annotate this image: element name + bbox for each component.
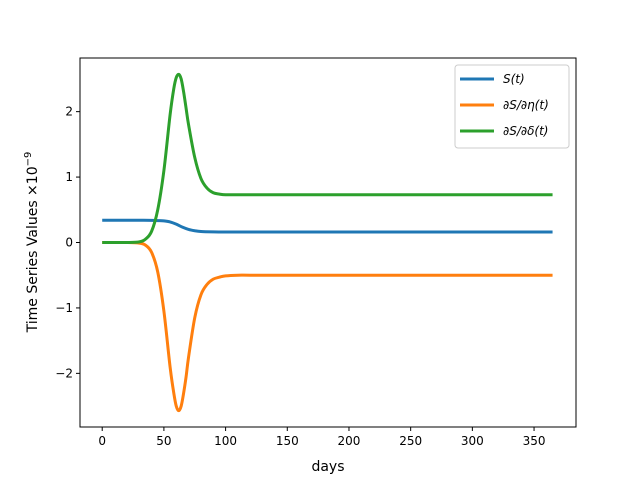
x-tick-label: 200 — [338, 434, 361, 448]
legend-label-3: ∂S/∂δ(t) — [503, 124, 548, 138]
y-axis-label: Time Series Values ×10−9 — [23, 152, 41, 334]
y-axis-ticks: −2 −1 0 1 2 — [55, 105, 80, 380]
x-tick-label: 250 — [399, 434, 422, 448]
x-axis-ticks: 0 50 100 150 200 250 300 350 — [98, 427, 546, 448]
x-tick-label: 100 — [214, 434, 237, 448]
legend-box — [454, 64, 570, 149]
series-layer — [102, 72, 553, 413]
x-tick-label: 50 — [156, 434, 171, 448]
x-tick-label: 350 — [523, 434, 546, 448]
y-tick-label: −1 — [55, 301, 73, 315]
y-tick-label: 1 — [65, 170, 73, 184]
series-line-2 — [102, 240, 553, 413]
y-tick-label: −2 — [55, 366, 73, 380]
y-tick-label: 2 — [65, 105, 73, 119]
y-tick-label: 0 — [65, 236, 73, 250]
y-axis-label-exponent: −9 — [23, 152, 34, 167]
legend-label-2: ∂S/∂η(t) — [503, 98, 549, 112]
series-line-3 — [102, 72, 553, 245]
y-axis-label-text: Time Series Values ×10 — [25, 166, 41, 333]
legend-label-1: S(t) — [503, 72, 525, 86]
x-axis-label: days — [311, 459, 344, 475]
x-tick-label: 150 — [276, 434, 299, 448]
x-tick-label: 0 — [98, 434, 106, 448]
legend: S(t) ∂S/∂η(t) ∂S/∂δ(t) — [454, 64, 570, 149]
series-line-1 — [102, 218, 553, 234]
x-tick-label: 300 — [461, 434, 484, 448]
